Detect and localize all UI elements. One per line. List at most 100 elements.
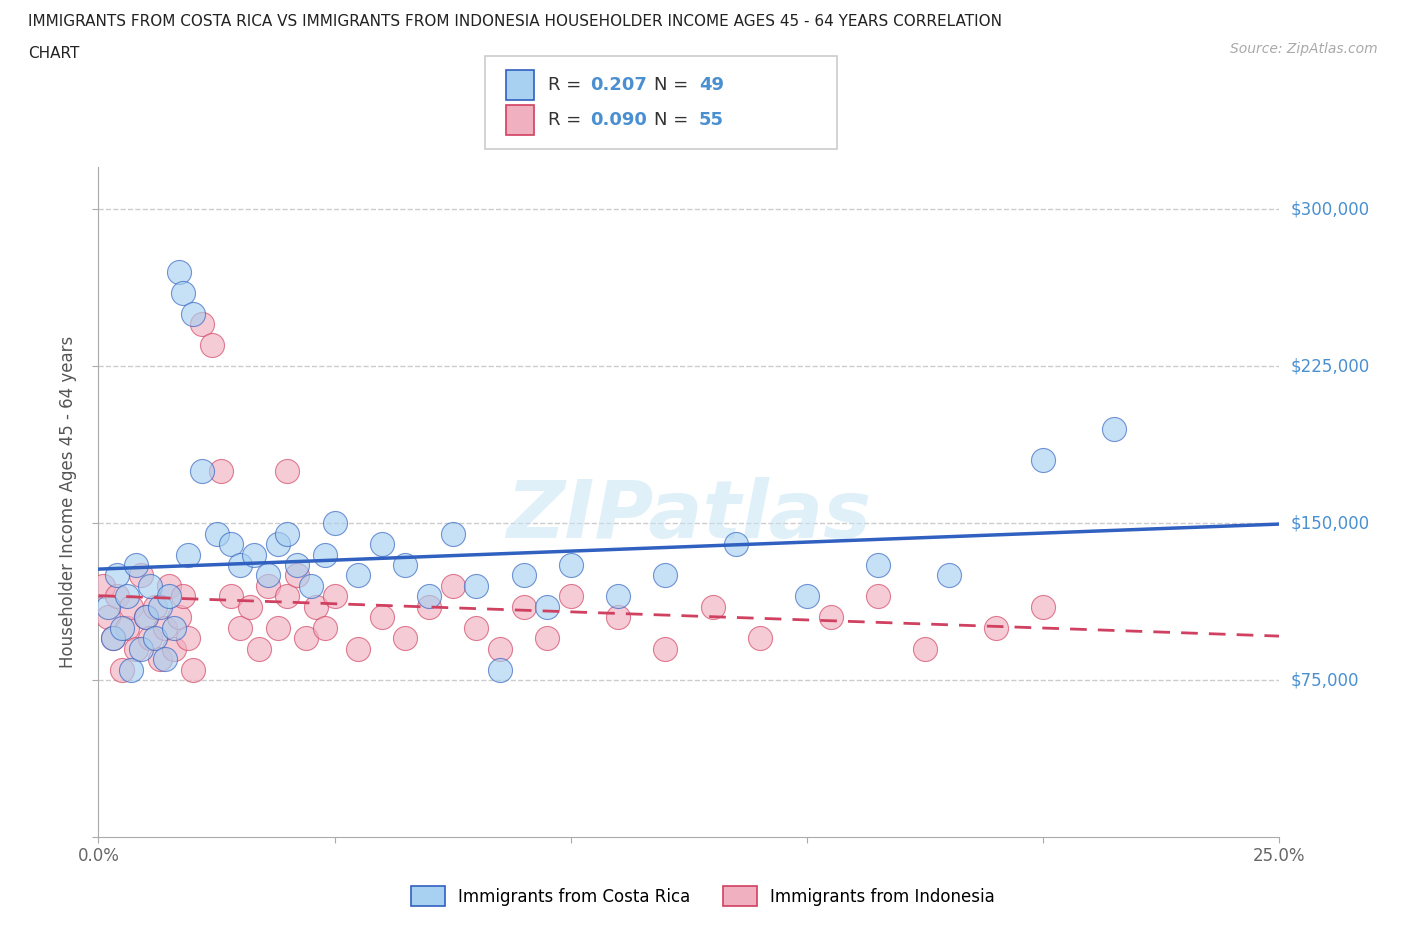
Point xyxy=(135,610,157,625)
Point xyxy=(229,558,252,573)
Point xyxy=(191,317,214,332)
Point xyxy=(201,338,224,352)
Point xyxy=(181,662,204,677)
Point xyxy=(191,463,214,478)
Point xyxy=(323,516,346,531)
Point xyxy=(177,631,200,645)
Point xyxy=(135,610,157,625)
Point xyxy=(91,578,114,593)
Point xyxy=(129,568,152,583)
Point xyxy=(267,620,290,635)
Point xyxy=(1032,453,1054,468)
Point xyxy=(149,652,172,667)
Point xyxy=(314,547,336,562)
Text: $150,000: $150,000 xyxy=(1291,514,1369,532)
Point xyxy=(725,537,748,551)
Text: R =: R = xyxy=(548,111,588,129)
Point xyxy=(167,610,190,625)
Point xyxy=(267,537,290,551)
Point xyxy=(239,600,262,615)
Point xyxy=(394,631,416,645)
Point xyxy=(536,631,558,645)
Point xyxy=(172,286,194,300)
Point xyxy=(257,578,280,593)
Point xyxy=(149,600,172,615)
Point xyxy=(1032,600,1054,615)
Point xyxy=(536,600,558,615)
Point xyxy=(1102,421,1125,436)
Point xyxy=(276,463,298,478)
Point xyxy=(305,600,328,615)
Point xyxy=(820,610,842,625)
Point xyxy=(121,662,143,677)
Point xyxy=(153,620,176,635)
Point xyxy=(163,642,186,657)
Point xyxy=(607,589,630,604)
Point xyxy=(441,526,464,541)
Point xyxy=(371,537,394,551)
Point xyxy=(938,568,960,583)
Point xyxy=(276,526,298,541)
Point xyxy=(105,568,128,583)
Point xyxy=(866,589,889,604)
Point xyxy=(243,547,266,562)
Point xyxy=(257,568,280,583)
Point xyxy=(276,589,298,604)
Point xyxy=(205,526,228,541)
Point xyxy=(465,578,488,593)
Point xyxy=(157,589,180,604)
Point xyxy=(489,642,512,657)
Point xyxy=(125,642,148,657)
Text: R =: R = xyxy=(548,75,588,94)
Point xyxy=(654,568,676,583)
Text: $300,000: $300,000 xyxy=(1291,200,1369,219)
Point xyxy=(177,547,200,562)
Point xyxy=(219,537,242,551)
Text: Source: ZipAtlas.com: Source: ZipAtlas.com xyxy=(1230,42,1378,56)
Point xyxy=(748,631,770,645)
Point xyxy=(418,589,440,604)
Point xyxy=(143,631,166,645)
Point xyxy=(512,600,534,615)
Point xyxy=(560,558,582,573)
Point xyxy=(105,589,128,604)
Point xyxy=(101,631,124,645)
Point xyxy=(209,463,232,478)
Text: 49: 49 xyxy=(699,75,724,94)
Text: N =: N = xyxy=(654,111,693,129)
Point xyxy=(465,620,488,635)
Point xyxy=(157,578,180,593)
Point xyxy=(323,589,346,604)
Point xyxy=(299,578,322,593)
Text: 0.207: 0.207 xyxy=(591,75,647,94)
Point xyxy=(866,558,889,573)
Point xyxy=(560,589,582,604)
Point xyxy=(314,620,336,635)
Point xyxy=(97,610,120,625)
Point xyxy=(229,620,252,635)
Point xyxy=(394,558,416,573)
Text: N =: N = xyxy=(654,75,693,94)
Point xyxy=(219,589,242,604)
Point xyxy=(139,578,162,593)
Point xyxy=(914,642,936,657)
Point xyxy=(115,589,138,604)
Point xyxy=(172,589,194,604)
Point xyxy=(167,265,190,280)
Point xyxy=(285,558,308,573)
Point xyxy=(139,631,162,645)
Point xyxy=(347,642,370,657)
Point xyxy=(654,642,676,657)
Text: $225,000: $225,000 xyxy=(1291,357,1369,375)
Point xyxy=(115,620,138,635)
Point xyxy=(796,589,818,604)
Point xyxy=(129,642,152,657)
Point xyxy=(489,662,512,677)
Y-axis label: Householder Income Ages 45 - 64 years: Householder Income Ages 45 - 64 years xyxy=(59,336,77,669)
Point xyxy=(512,568,534,583)
Point xyxy=(125,558,148,573)
Point xyxy=(153,652,176,667)
Point xyxy=(371,610,394,625)
Point xyxy=(111,662,134,677)
Text: 0.090: 0.090 xyxy=(591,111,647,129)
